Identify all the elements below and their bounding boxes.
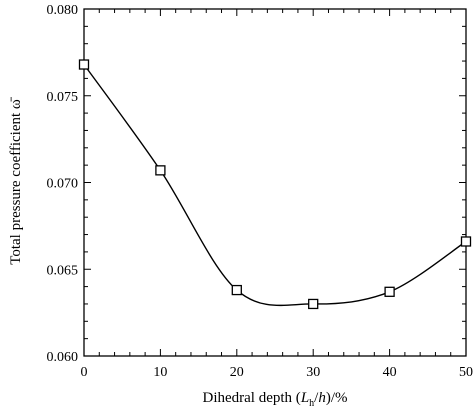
ticks bbox=[83, 8, 467, 357]
data-point-marker bbox=[384, 286, 395, 297]
x-tick-label: 40 bbox=[383, 365, 397, 380]
x-axis-title: Dihedral depth (Lh/h)/% bbox=[203, 390, 348, 409]
data-point-marker bbox=[155, 165, 166, 176]
y-tick-label: 0.070 bbox=[47, 177, 79, 192]
data-point-marker bbox=[78, 59, 90, 70]
data-point-marker bbox=[460, 236, 472, 247]
x-tick-label: 0 bbox=[81, 365, 88, 380]
data-point-marker bbox=[231, 284, 242, 296]
series-markers bbox=[78, 59, 472, 310]
y-axis-title: Total pressure coefficient ω̄ bbox=[8, 96, 24, 265]
y-tick-label: 0.075 bbox=[47, 90, 79, 105]
y-tick-label: 0.080 bbox=[47, 3, 79, 18]
y-tick-label: 0.065 bbox=[47, 263, 79, 278]
y-tick-label: 0.060 bbox=[47, 350, 79, 365]
plot-frame bbox=[83, 8, 467, 357]
series-line bbox=[83, 64, 467, 307]
tick-labels: 0 10 20 30 40 50 0.060 0.065 0.070 0.075 0.080 bbox=[47, 3, 474, 380]
x-tick-label: 10 bbox=[153, 365, 167, 380]
data-point-marker bbox=[308, 298, 319, 310]
x-tick-label: 30 bbox=[306, 365, 320, 380]
x-tick-label: 20 bbox=[230, 365, 244, 380]
x-tick-label: 50 bbox=[459, 365, 473, 380]
